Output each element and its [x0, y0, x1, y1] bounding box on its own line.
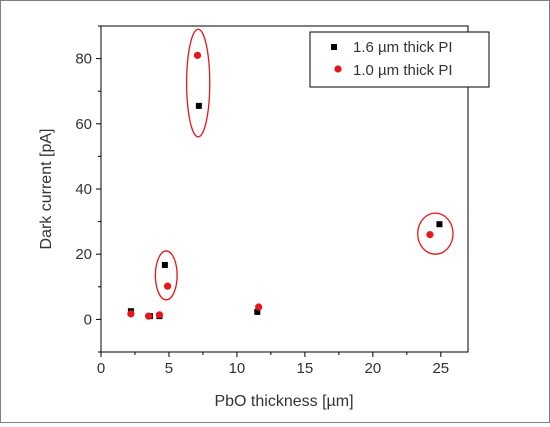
data-point-1-0um: [164, 282, 172, 290]
data-point-1-6um: [161, 261, 168, 268]
x-tick-label: 20: [365, 360, 382, 377]
x-tick-label: 15: [297, 360, 314, 377]
data-point-1-0um: [193, 51, 202, 59]
y-tick-label: 40: [75, 181, 92, 198]
y-tick-label: 80: [75, 51, 92, 68]
data-points-group: [127, 51, 443, 320]
y-axis-label: Dark current [pA]: [38, 129, 55, 250]
y-tick-label: 0: [84, 311, 92, 328]
legend-label-1-6um: 1.6 µm thick PI: [353, 39, 453, 56]
data-point-1-6um: [254, 308, 261, 315]
x-tick-label: 25: [432, 360, 449, 377]
legend-marker-1-0um: [334, 65, 342, 73]
x-tick-label: 10: [229, 360, 246, 377]
data-point-1-0um: [426, 231, 434, 239]
data-point-1-6um: [195, 102, 202, 109]
x-axis-label: PbO thickness [µm]: [214, 393, 353, 410]
data-point-1-0um: [127, 310, 135, 318]
data-point-1-0um: [255, 303, 263, 311]
highlight-ellipse: [417, 212, 454, 255]
data-point-1-0um: [144, 312, 153, 320]
annotation-group: [154, 28, 454, 301]
x-tick-label: 0: [97, 360, 105, 377]
legend: 1.6 µm thick PI 1.0 µm thick PI: [309, 31, 490, 88]
y-tick-label: 60: [75, 116, 92, 133]
legend-label-1-0um: 1.0 µm thick PI: [353, 62, 453, 79]
legend-box: [309, 31, 490, 88]
x-tick-label: 5: [165, 360, 173, 377]
y-tick-label: 20: [75, 246, 92, 263]
highlight-ellipse: [185, 28, 211, 138]
tick-group: 0 5 10 15 20 25 0 20 40 60 80: [75, 25, 449, 377]
legend-marker-1-6um: [331, 44, 337, 50]
data-point-1-6um: [436, 221, 443, 228]
data-point-1-0um: [155, 311, 164, 319]
highlight-ellipse: [154, 250, 178, 301]
